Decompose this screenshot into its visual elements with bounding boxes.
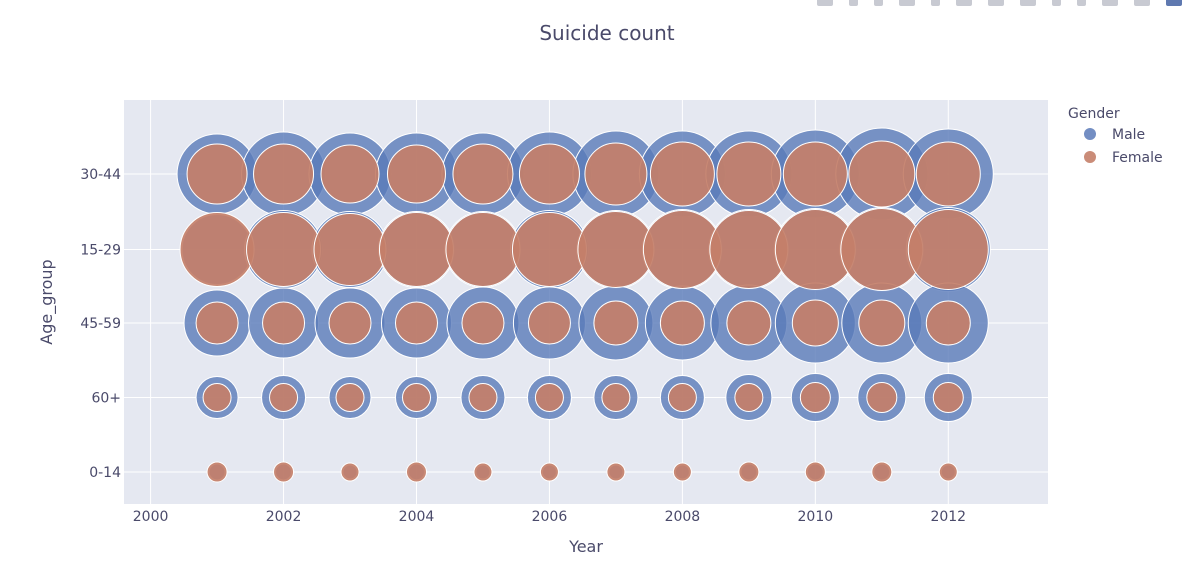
bubble-female[interactable]: [468, 383, 498, 412]
bubble-female[interactable]: [858, 299, 906, 347]
modebar-toolbar: [817, 0, 1182, 8]
legend-marker-male: [1084, 128, 1096, 140]
bubble-female[interactable]: [938, 462, 958, 482]
hover-compare-icon[interactable]: [1134, 0, 1150, 6]
bubble-female[interactable]: [577, 211, 655, 288]
x-axis-title: Year: [568, 537, 603, 556]
bubble-female[interactable]: [649, 141, 715, 207]
y-tick-label: 15-29: [80, 243, 121, 259]
bubble-markers: [176, 127, 994, 483]
bubble-female[interactable]: [782, 141, 848, 207]
zoom-out-icon[interactable]: [988, 0, 1004, 6]
bubble-female[interactable]: [328, 301, 372, 345]
bubble-female[interactable]: [606, 462, 626, 482]
pan-icon[interactable]: [874, 0, 883, 6]
bubble-female[interactable]: [799, 382, 831, 413]
hover-closest-icon[interactable]: [1102, 0, 1118, 6]
bubble-female[interactable]: [386, 144, 446, 204]
y-tick-label: 30-44: [80, 167, 121, 183]
x-tick-label: 2012: [930, 509, 966, 525]
legend-title: Gender: [1068, 106, 1120, 122]
bubble-female[interactable]: [405, 461, 427, 483]
legend-marker-female: [1084, 151, 1096, 163]
y-tick-label: 0-14: [89, 465, 121, 481]
bubble-female[interactable]: [340, 462, 360, 482]
x-tick-label: 2008: [665, 509, 701, 525]
bubble-female[interactable]: [445, 212, 521, 287]
bubble-female[interactable]: [186, 143, 248, 205]
spike-lines-icon[interactable]: [1077, 0, 1086, 6]
bubble-female[interactable]: [601, 383, 631, 412]
bubble-female[interactable]: [246, 212, 322, 287]
bubble-female[interactable]: [401, 383, 431, 412]
bubble-female[interactable]: [262, 301, 306, 345]
bubble-female[interactable]: [925, 300, 971, 346]
bubble-female[interactable]: [473, 462, 493, 482]
lasso-select-icon[interactable]: [931, 0, 940, 6]
legend-label-female: Female: [1112, 150, 1163, 166]
x-tick-label: 2004: [399, 509, 435, 525]
bubble-female[interactable]: [716, 141, 782, 207]
bubble-female[interactable]: [320, 144, 380, 204]
bubble-female[interactable]: [461, 301, 505, 345]
x-tick-label: 2010: [798, 509, 834, 525]
bubble-female[interactable]: [734, 383, 764, 412]
bubble-female[interactable]: [659, 300, 705, 346]
bubble-female[interactable]: [932, 382, 964, 413]
bubble-female[interactable]: [667, 383, 697, 412]
bubble-female[interactable]: [738, 461, 760, 483]
bubble-female[interactable]: [452, 143, 514, 205]
chart-title: Suicide count: [539, 21, 674, 45]
bubble-female[interactable]: [195, 301, 239, 345]
camera-icon[interactable]: [817, 0, 833, 6]
box-select-icon[interactable]: [899, 0, 915, 6]
bubble-female[interactable]: [915, 141, 981, 207]
y-tick-label: 60+: [91, 391, 121, 407]
series-female: [179, 140, 989, 483]
legend-item-male[interactable]: Male: [1084, 127, 1145, 143]
zoom-icon[interactable]: [849, 0, 858, 6]
bubble-female[interactable]: [179, 212, 255, 287]
legend-label-male: Male: [1112, 127, 1145, 143]
bubble-female[interactable]: [511, 212, 587, 287]
autoscale-icon[interactable]: [1020, 0, 1036, 6]
bubble-female[interactable]: [848, 140, 916, 208]
bubble-female[interactable]: [907, 209, 989, 290]
reset-axes-icon[interactable]: [1052, 0, 1061, 6]
x-tick-labels: 2000 2002 2004 2006 2008 2010 2012: [133, 509, 966, 525]
bubble-female[interactable]: [313, 213, 387, 286]
bubble-female[interactable]: [253, 143, 315, 205]
bubble-female[interactable]: [518, 143, 580, 205]
y-tick-labels: 0-14 60+ 45-59 15-29 30-44: [80, 167, 121, 481]
zoom-in-icon[interactable]: [956, 0, 972, 6]
plotly-logo-icon[interactable]: [1166, 0, 1182, 6]
x-tick-label: 2006: [532, 509, 568, 525]
y-tick-label: 45-59: [80, 316, 121, 332]
bubble-female[interactable]: [866, 382, 898, 413]
bubble-female[interactable]: [871, 461, 893, 483]
bubble-female[interactable]: [206, 461, 228, 483]
legend-item-female[interactable]: Female: [1084, 150, 1163, 166]
x-tick-label: 2002: [266, 509, 302, 525]
bubble-female[interactable]: [527, 301, 571, 345]
bubble-female[interactable]: [378, 212, 454, 287]
bubble-female[interactable]: [269, 383, 299, 412]
bubble-female[interactable]: [804, 461, 826, 483]
bubble-female[interactable]: [534, 383, 564, 412]
bubble-female[interactable]: [584, 142, 648, 206]
bubble-female[interactable]: [335, 383, 365, 412]
bubble-female[interactable]: [394, 301, 438, 345]
bubble-female[interactable]: [726, 300, 772, 346]
bubble-female[interactable]: [273, 461, 295, 483]
bubble-female[interactable]: [791, 299, 839, 347]
y-axis-title: Age_group: [37, 259, 57, 344]
bubble-female[interactable]: [672, 462, 692, 482]
bubble-female[interactable]: [539, 462, 559, 482]
x-tick-label: 2000: [133, 509, 169, 525]
bubble-female[interactable]: [593, 300, 639, 346]
bubble-female[interactable]: [202, 383, 232, 412]
legend: Gender Male Female: [1068, 106, 1163, 166]
